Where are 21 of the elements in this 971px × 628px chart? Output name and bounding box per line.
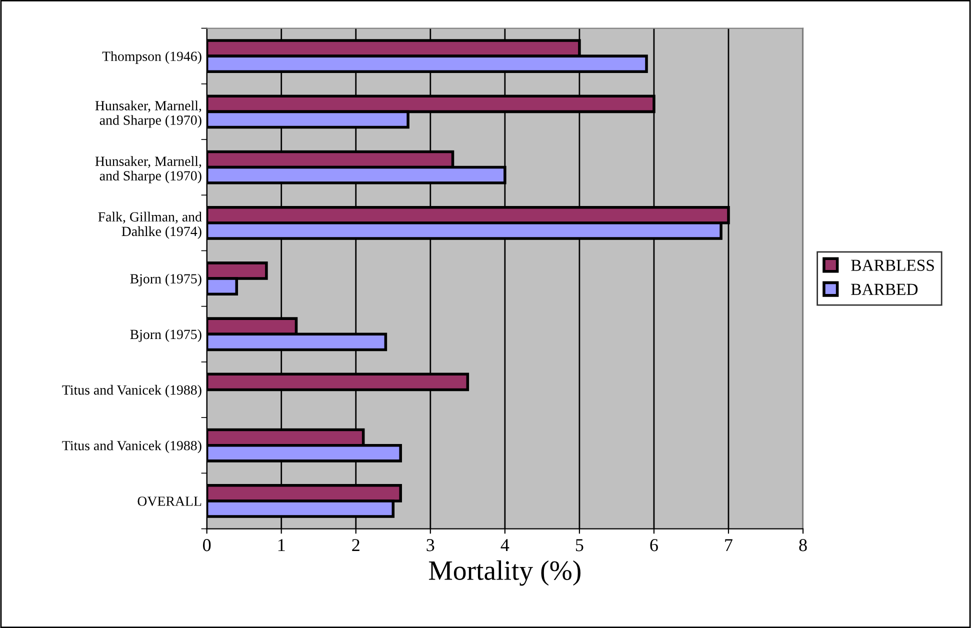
y-tick-label: Hunsaker, Marnell, and Sharpe (1970): [95, 156, 202, 184]
x-tick-label: 2: [352, 539, 360, 552]
y-tick-label: Thompson (1946): [102, 51, 202, 64]
x-tick-label: 1: [278, 539, 285, 552]
y-tick-label: Falk, Gillman, and Dahlke (1974): [98, 212, 202, 239]
y-tick-label: OVERALL: [138, 496, 202, 506]
x-tick-label: 8: [799, 539, 807, 552]
x-tick-label: 7: [725, 539, 732, 552]
y-tick-label: Bjorn (1975): [130, 329, 202, 342]
y-tick-label: Titus and Vanicek (1988): [62, 384, 202, 398]
x-axis-title: Mortality (%): [428, 560, 580, 586]
y-tick-label: Hunsaker, Marnell, and Sharpe (1970): [95, 100, 202, 128]
x-tick-label: 3: [426, 539, 434, 552]
legend-label: BARBLESS: [851, 260, 934, 271]
y-tick-label: Bjorn (1975): [130, 274, 202, 286]
y-tick-label: Titus and Vanicek (1988): [62, 440, 202, 454]
x-tick-label: 0: [202, 539, 211, 552]
x-tick-label: 6: [650, 539, 658, 552]
x-tick-label: 4: [500, 539, 510, 552]
legend-label: BARBED: [851, 284, 918, 295]
x-tick-label: 5: [576, 539, 584, 552]
